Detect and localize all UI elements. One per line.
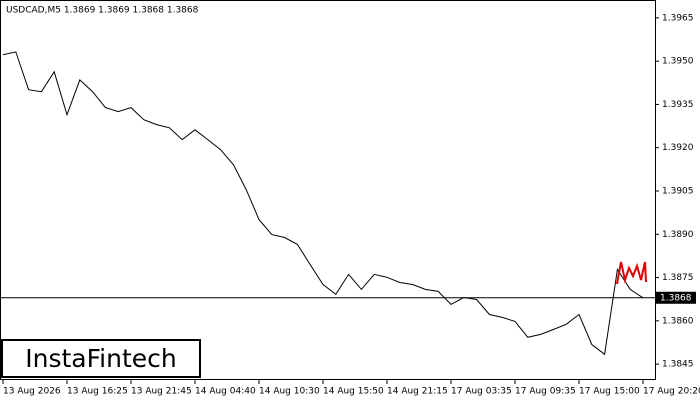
y-tick-label: 1.3905	[662, 187, 694, 197]
x-tick-label: 14 Aug 15:50	[323, 387, 384, 397]
x-tick-label: 14 Aug 10:30	[259, 387, 320, 397]
pattern-marker	[616, 261, 647, 285]
current-price-label: 1.3868	[660, 293, 692, 303]
y-tick-label: 1.3890	[662, 230, 694, 240]
y-tick-label: 1.3950	[662, 57, 694, 67]
y-tick-label: 1.3845	[662, 360, 694, 370]
x-tick-label: 17 Aug 09:35	[515, 387, 576, 397]
x-tick-label: 14 Aug 21:15	[387, 387, 448, 397]
x-tick-label: 17 Aug 20:20	[643, 387, 700, 397]
plot-frame	[0, 0, 656, 380]
y-tick-label: 1.3860	[662, 316, 694, 326]
y-tick-label: 1.3920	[662, 143, 694, 153]
x-tick-label: 17 Aug 15:00	[579, 387, 640, 397]
x-tick-label: 17 Aug 03:35	[451, 387, 512, 397]
y-tick-label: 1.3935	[662, 100, 694, 110]
current-price-box	[656, 291, 696, 304]
x-tick-label: 14 Aug 04:40	[195, 387, 256, 397]
logo: InstaFintech	[25, 344, 177, 373]
price-line	[2, 51, 644, 356]
x-tick-label: 13 Aug 16:25	[67, 387, 128, 397]
y-tick-label: 1.3965	[662, 13, 694, 23]
x-tick-label: 13 Aug 21:45	[131, 387, 192, 397]
chart-title: USDCAD,M5 1.3869 1.3869 1.3868 1.3868	[6, 6, 199, 16]
logo-box	[1, 339, 201, 378]
x-tick-label: 13 Aug 2026	[3, 387, 61, 397]
y-tick-label: 1.3875	[662, 273, 694, 283]
